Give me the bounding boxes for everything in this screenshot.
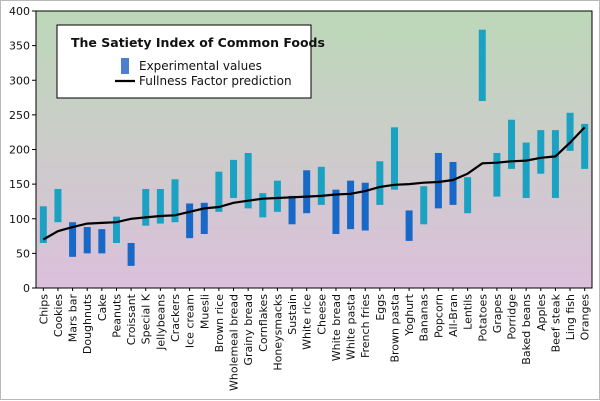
- x-category-label: Porridge: [506, 294, 519, 340]
- range-bar: [405, 210, 413, 241]
- x-category-label: Jellybeans: [154, 294, 167, 351]
- range-bar: [522, 142, 530, 198]
- x-category-label: Ling fish: [564, 294, 577, 340]
- range-bar: [127, 242, 135, 266]
- y-tick-label: 250: [9, 109, 30, 122]
- y-tick-label: 200: [9, 144, 30, 157]
- range-bar: [288, 195, 296, 225]
- x-category-label: Potatoes: [476, 294, 489, 342]
- range-bar: [566, 112, 574, 151]
- range-bar: [390, 127, 398, 190]
- range-bar: [259, 193, 267, 218]
- range-bar: [493, 152, 501, 197]
- legend-swatch-experimental: [121, 58, 129, 74]
- legend: The Satiety Index of Common Foods Experi…: [56, 24, 325, 99]
- x-category-label: All-Bran: [447, 294, 460, 337]
- range-bar: [186, 203, 194, 239]
- range-bar: [464, 177, 472, 214]
- range-bar: [54, 188, 62, 223]
- range-bar: [200, 202, 208, 234]
- range-bar: [551, 130, 559, 198]
- legend-box: [56, 24, 312, 99]
- range-bar: [581, 123, 589, 169]
- range-bar: [69, 222, 77, 257]
- range-bar: [230, 159, 238, 198]
- range-bar: [434, 152, 442, 209]
- range-bar: [537, 130, 545, 174]
- x-category-label: Doughnuts: [81, 294, 94, 354]
- range-bar: [478, 29, 486, 102]
- x-category-label: Ice cream: [184, 294, 197, 348]
- x-category-label: Cookies: [52, 294, 65, 337]
- x-category-label: Eggs: [374, 294, 387, 321]
- fullness-factor-line: [42, 126, 586, 241]
- range-bars: [39, 29, 589, 266]
- x-category-label: Chips: [37, 294, 50, 325]
- range-bar: [112, 216, 120, 243]
- range-bar: [449, 161, 457, 205]
- x-category-label: Peanuts: [110, 294, 123, 338]
- x-category-label: Croissant: [125, 293, 138, 345]
- range-bar: [303, 170, 311, 214]
- x-category-label: Wholemeal bread: [228, 294, 241, 391]
- range-bar: [317, 166, 325, 205]
- x-category-label: Bananas: [418, 294, 431, 342]
- range-bar: [347, 180, 355, 230]
- x-category-label: Beef steak: [549, 293, 562, 352]
- x-category-label: Muesli: [198, 294, 211, 329]
- range-bar: [332, 189, 340, 234]
- x-category-label: Brown rice: [213, 294, 226, 353]
- x-category-label: Oranges: [579, 294, 592, 341]
- x-category-label: White bread: [330, 294, 343, 361]
- x-category-label: Lentils: [462, 294, 475, 330]
- range-bar: [171, 179, 179, 223]
- x-category-label: Popcorn: [432, 294, 445, 338]
- x-category-label: Crackers: [169, 294, 182, 342]
- x-category-label: Cornflakes: [257, 294, 270, 352]
- range-bar: [39, 206, 47, 243]
- range-bar: [508, 119, 516, 169]
- x-category-label: Grainy bread: [242, 294, 255, 366]
- x-category-label: French fries: [359, 294, 372, 358]
- range-bar: [98, 229, 106, 254]
- x-category-label: Baked beans: [520, 294, 533, 365]
- y-tick-label: 100: [9, 213, 30, 226]
- y-tick-label: 350: [9, 40, 30, 53]
- range-bar: [215, 171, 223, 212]
- chart-title: The Satiety Index of Common Foods: [71, 35, 325, 50]
- range-bar: [361, 182, 369, 231]
- y-tick-label: 50: [16, 247, 30, 260]
- range-bar: [420, 186, 428, 225]
- x-category-label: Honeysmacks: [271, 294, 284, 371]
- x-category-label: Special K: [140, 293, 153, 344]
- y-axis: 0 50 100 150 200 250 300 350 400: [9, 5, 36, 295]
- x-category-label: Cheese: [315, 294, 328, 335]
- x-category-label: Cake: [96, 294, 109, 321]
- x-category-label: Mars bar: [67, 294, 80, 343]
- y-tick-label: 300: [9, 74, 30, 87]
- range-bar: [142, 188, 150, 226]
- x-category-label: Sustain: [286, 294, 299, 335]
- x-category-label: Apples: [535, 294, 548, 331]
- legend-label-fullness: Fullness Factor prediction: [139, 74, 292, 88]
- x-category-label: White rice: [301, 294, 314, 350]
- range-bar: [244, 152, 252, 209]
- range-bar: [376, 161, 384, 205]
- y-tick-label: 150: [9, 178, 30, 191]
- x-category-label: White pasta: [345, 294, 358, 360]
- y-tick-label: 400: [9, 5, 30, 18]
- y-tick-label: 0: [23, 282, 30, 295]
- range-bar: [273, 180, 281, 212]
- range-bar: [156, 188, 164, 224]
- x-axis-labels: Chips Cookies Mars bar Doughnuts Cake Peanuts…: [37, 288, 592, 391]
- x-category-label: Yoghurt: [403, 293, 416, 336]
- range-bar: [83, 227, 91, 254]
- legend-label-experimental: Experimental values: [139, 59, 262, 73]
- x-category-label: Brown pasta: [388, 294, 401, 363]
- x-category-label: Grapes: [491, 294, 504, 334]
